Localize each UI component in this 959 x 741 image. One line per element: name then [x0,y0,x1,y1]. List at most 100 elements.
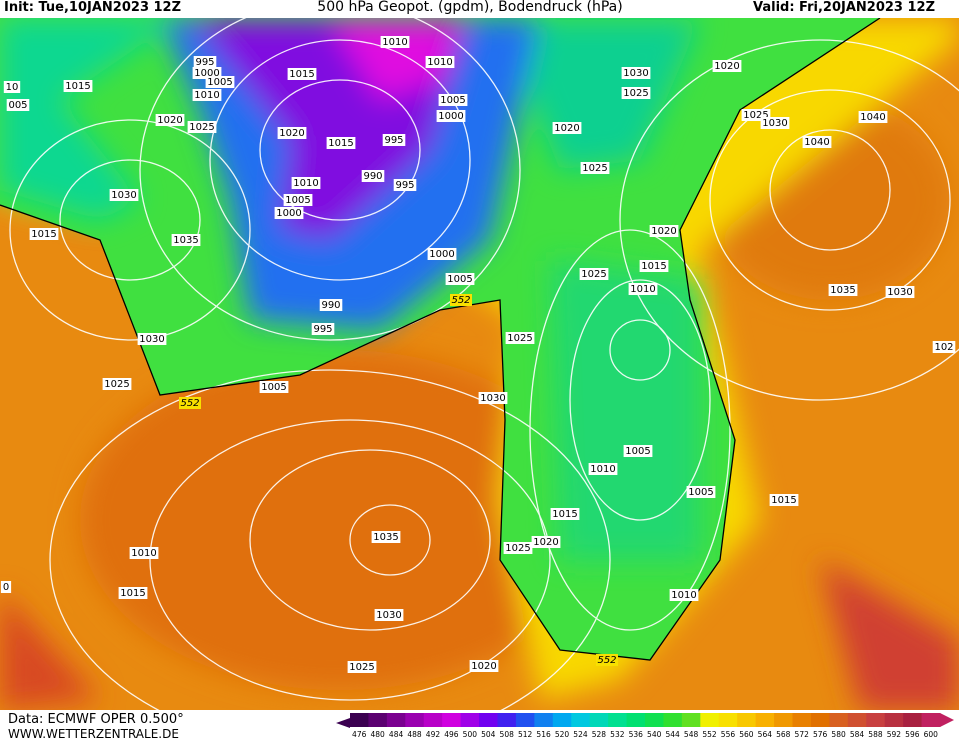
isobar-label-bg [623,445,653,457]
isobar-label-bg [621,67,651,79]
isobar-label: 102 [934,342,953,353]
isobar-label-bg [102,378,132,390]
isobar-label-bg [155,114,185,126]
colorbar-swatch [515,713,535,727]
isobar-label-bg [686,486,716,498]
isobar-label-bg [932,341,956,353]
isobar-label: 1015 [289,69,314,80]
isobar-label-bg [828,284,858,296]
isobar-label-bg [505,332,535,344]
isobar-label: 1020 [279,128,304,139]
colorbar-swatch [442,713,462,727]
isobar-label: 1030 [111,190,136,201]
isobar-label: 1030 [762,118,787,129]
colorbar-swatch [608,713,628,727]
isobar-label-bg [669,589,699,601]
isobar-label-bg [760,117,790,129]
isobar-label: 995 [384,135,403,146]
map-title: 500 hPa Geopot. (gpdm), Bodendruck (hPa) [317,0,622,15]
isobar-label: 1005 [688,487,713,498]
colorbar-swatch [645,713,664,727]
isobar-label: 1025 [743,110,768,121]
colorbar-swatch [571,713,591,727]
isobar-label-bg [259,381,289,393]
colorbar-label: 596 [905,730,920,739]
isobar-label: 990 [363,171,382,182]
colorbar-label: 496 [444,730,459,739]
isobar-label-bg [187,121,217,133]
isobar-label-bg [0,581,12,593]
isobar-label: 1010 [671,590,696,601]
colorbar-label: 544 [665,730,680,739]
colorbar-label: 516 [536,730,551,739]
isobars [9,18,959,710]
colorbar-label: 480 [370,730,385,739]
isobar-label: 1030 [480,393,505,404]
isobar-label-bg [347,661,377,673]
isobar-label-bg [326,137,356,149]
colorbar-label: 584 [850,730,865,739]
isobar-label-bg [438,94,468,106]
isobar-label: 10 [6,82,19,93]
isobar-label-bg [277,127,307,139]
isobar-label: 1010 [630,284,655,295]
colorbar-swatch [479,713,498,727]
colorbar-swatch [829,713,849,727]
isobar-label-bg [628,283,658,295]
isobar-label: 1015 [65,81,90,92]
isobar-label-bg [550,508,580,520]
isobar-label-bg [858,111,888,123]
isobar-label: 1035 [173,235,198,246]
isobar-label: 1000 [194,68,219,79]
isobar-label: 1040 [804,137,829,148]
colorbar-swatch [386,713,406,727]
isobar-label-bg [29,228,59,240]
colorbar-swatch [405,713,425,727]
colorbar-swatch [700,713,720,727]
contour-label: 552 [180,398,199,409]
isobar-label-bg [311,323,335,335]
colorbar-label: 540 [647,730,662,739]
isobar-label-bg [649,225,679,237]
isobar-label-bg [283,194,313,206]
isobar-label: 995 [395,180,414,191]
isobar-label: 1020 [157,115,182,126]
colorbar-label: 504 [481,730,496,739]
colorbar-swatch [552,713,572,727]
isobar-label: 1005 [625,446,650,457]
isobar-label: 1005 [285,195,310,206]
colorbar-label: 536 [629,730,644,739]
isobar-label: 1040 [860,112,885,123]
isobar-label: 1030 [376,610,401,621]
isobar-label: 005 [8,100,27,111]
colorbar-swatch [774,713,793,727]
isobar-label-bg [503,542,533,554]
isobar-label-bg [639,260,669,272]
colorbar-swatch [460,713,480,727]
colorbar-label: 592 [887,730,902,739]
colorbar-swatch [681,713,701,727]
colorbar-swatch [792,713,812,727]
colorbar-swatch [589,713,609,727]
contour-label-bg [179,397,201,409]
isobar-label-bg [531,536,561,548]
isobar-label: 1005 [261,382,286,393]
colorbar-label: 488 [407,730,422,739]
valid-time: Valid: Fri,20JAN2023 12Z [753,0,935,15]
isobar-label: 1010 [194,90,219,101]
colorbar-label: 512 [518,730,533,739]
isobar-label-bg [425,56,455,68]
isobar-label-bg [3,81,21,93]
colorbar-swatch [755,713,775,727]
colorbar-swatch [718,713,738,727]
colorbar-label: 508 [500,730,515,739]
isobar-label-bg [393,179,417,191]
isobar-label: 1025 [505,543,530,554]
isobar-label-bg [109,189,139,201]
isobar-label: 1015 [552,509,577,520]
isobar-label: 1020 [554,123,579,134]
contour-label-bg [450,294,472,306]
isobar-label: 1000 [429,249,454,260]
colorbar-label: 552 [702,730,717,739]
